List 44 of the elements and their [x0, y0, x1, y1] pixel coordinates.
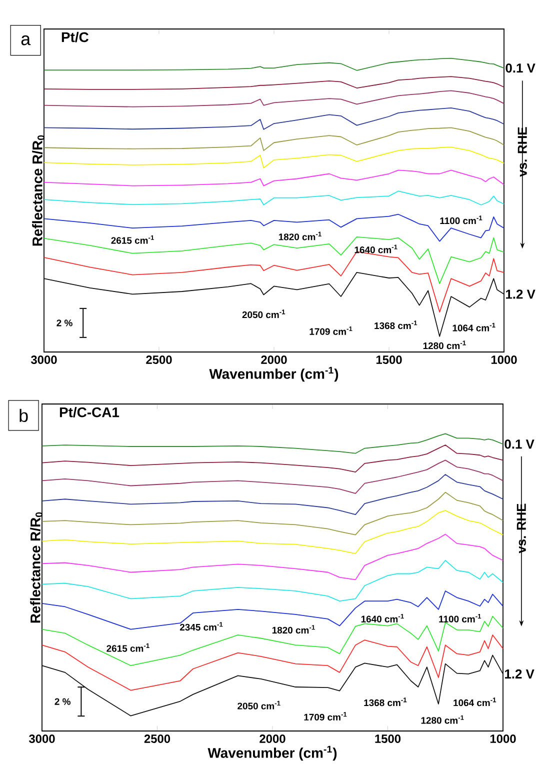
x-tick-label: 1500	[375, 734, 401, 743]
x-tick-label: 1500	[376, 356, 402, 364]
x-tick-label: 2000	[260, 734, 286, 743]
text: 1.2 V	[505, 669, 534, 678]
annotation: 2615 cm$^{-1}$	[111, 235, 154, 244]
x-tick-label: 2500	[144, 734, 170, 743]
annotation: 1709 cm$^{-1}$	[304, 712, 347, 721]
text: 0.1 V	[504, 440, 534, 449]
annotation: 2615 cm$^{-1}$	[106, 643, 150, 652]
y-axis-title: Reflectance R/R$_{0}$	[32, 135, 44, 246]
x-axis-title: Wavenumber (cm$^{-1}$)	[209, 366, 338, 382]
y-axis-title: Reflectance R/R$_{0}$	[30, 512, 42, 623]
annotation: 1064 cm$^{-1}$	[452, 322, 496, 332]
chart-title: Pt/C-CA1	[60, 406, 120, 418]
annotation: 1280 cm$^{-1}$	[421, 715, 464, 724]
annotation: 1709 cm$^{-1}$	[310, 326, 352, 335]
chart-title: Pt/C	[62, 32, 88, 42]
text: b	[20, 408, 28, 422]
annotation: 2 %	[54, 698, 70, 705]
annotation: 2 %	[56, 320, 72, 326]
annotation: 1640 cm$^{-1}$	[354, 244, 398, 254]
annotation: 1280 cm$^{-1}$	[423, 340, 466, 350]
annotation: 1820 cm$^{-1}$	[278, 232, 322, 240]
annotation: 1100 cm$^{-1}$	[440, 216, 482, 224]
x-tick-label: 1000	[491, 356, 517, 364]
text: 0.1 V	[506, 63, 536, 73]
x-axis-title: Wavenumber (cm$^{-1}$)	[208, 746, 337, 761]
text: vs. RHE	[516, 504, 526, 554]
annotation: 2050 cm$^{-1}$	[242, 310, 286, 318]
annotation: 1368 cm$^{-1}$	[364, 698, 407, 706]
x-tick-label: 1000	[490, 734, 516, 743]
annotation: 1640 cm$^{-1}$	[361, 614, 404, 622]
annotation: 1100 cm$^{-1}$	[439, 614, 482, 622]
annotation: 1820 cm$^{-1}$	[272, 625, 315, 634]
text: a	[21, 35, 31, 46]
x-tick-label: 2000	[261, 356, 287, 364]
x-tick-label: 3000	[30, 356, 57, 364]
annotation: 2345 cm$^{-1}$	[180, 622, 223, 631]
annotation: 1064 cm$^{-1}$	[454, 698, 496, 706]
text: 1.2 V	[506, 290, 536, 299]
x-tick-label: 3000	[28, 734, 55, 744]
annotation: 1368 cm$^{-1}$	[374, 320, 418, 330]
annotation: 2050 cm$^{-1}$	[238, 700, 280, 710]
x-tick-label: 2500	[146, 356, 172, 364]
